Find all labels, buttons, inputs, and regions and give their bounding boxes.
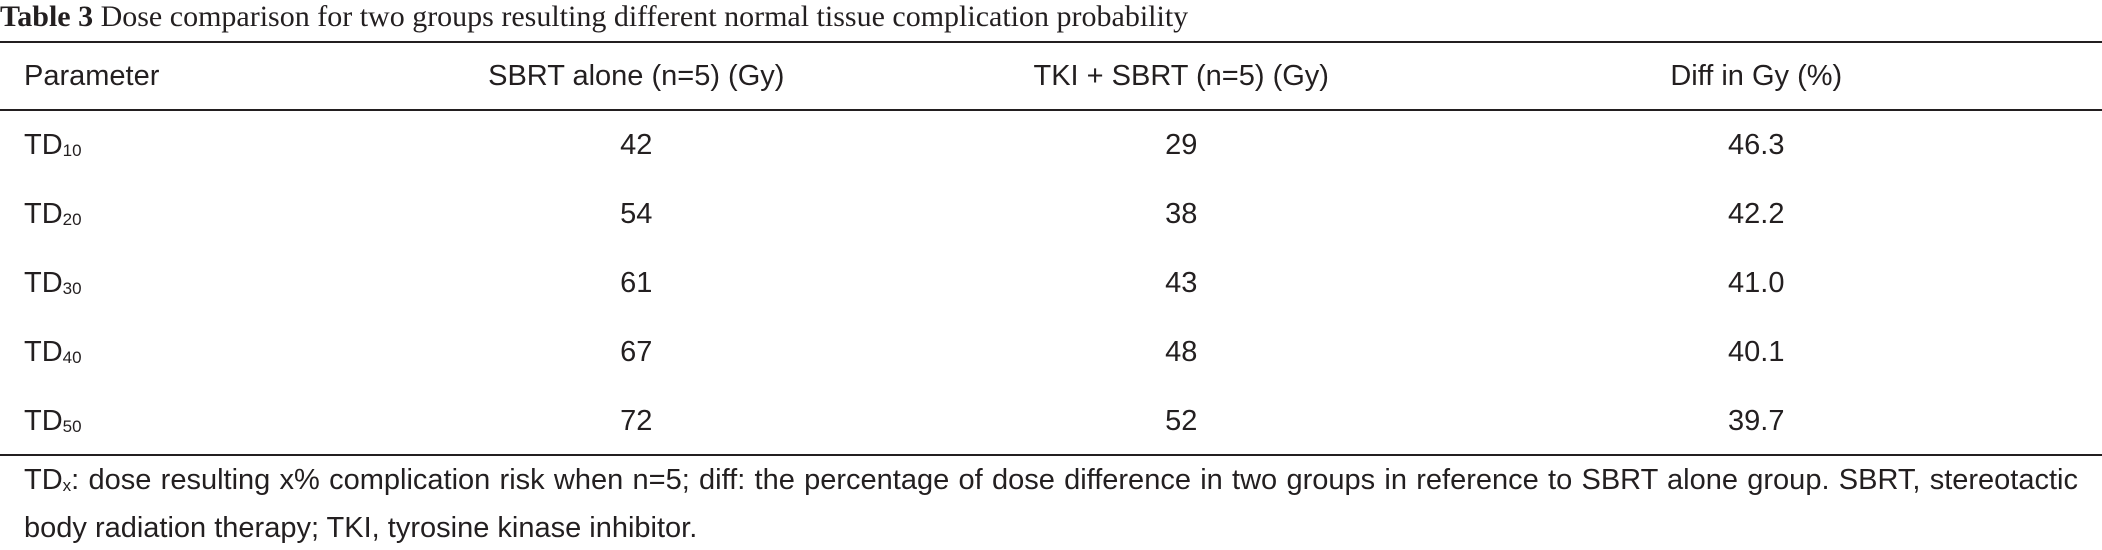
parameter-subscript: 20 bbox=[62, 210, 82, 229]
footnote-base: TD bbox=[24, 464, 63, 496]
table-row: TD40 67 48 40.1 bbox=[0, 318, 2102, 387]
cell-parameter: TD10 bbox=[0, 111, 321, 180]
column-header-tki-sbrt: TKI + SBRT (n=5) (Gy) bbox=[1033, 59, 1329, 92]
parameter-base: TD bbox=[24, 267, 63, 299]
table-bottom-rule bbox=[0, 454, 2102, 456]
cell-diff: 40.1 bbox=[1728, 336, 1785, 368]
table-top-rule bbox=[0, 41, 2102, 43]
table-footnote: TDx: dose resulting x% complication risk… bbox=[24, 458, 2078, 550]
cell-diff: 41.0 bbox=[1728, 267, 1785, 299]
cell-diff: 39.7 bbox=[1728, 405, 1785, 437]
column-header-sbrt-alone: SBRT alone (n=5) (Gy) bbox=[488, 59, 785, 92]
parameter-subscript: 30 bbox=[62, 279, 82, 298]
table-row: TD30 61 43 41.0 bbox=[0, 249, 2102, 318]
table-header-row: Parameter SBRT alone (n=5) (Gy) TKI + SB… bbox=[0, 43, 2102, 109]
cell-sbrt-alone: 67 bbox=[620, 336, 653, 368]
table-row: TD10 42 29 46.3 bbox=[0, 111, 2102, 180]
cell-tki-sbrt: 48 bbox=[1165, 336, 1198, 368]
cell-diff: 42.2 bbox=[1728, 198, 1785, 230]
column-header-parameter: Parameter bbox=[24, 59, 160, 92]
parameter-base: TD bbox=[24, 129, 63, 161]
cell-sbrt-alone: 54 bbox=[620, 198, 653, 230]
dose-comparison-table: Parameter SBRT alone (n=5) (Gy) TKI + SB… bbox=[0, 43, 2102, 456]
cell-tki-sbrt: 29 bbox=[1165, 129, 1198, 161]
column-header-diff: Diff in Gy (%) bbox=[1670, 59, 1843, 92]
cell-parameter: TD30 bbox=[0, 249, 321, 318]
parameter-base: TD bbox=[24, 198, 63, 230]
parameter-base: TD bbox=[24, 336, 63, 368]
parameter-subscript: 40 bbox=[62, 348, 82, 367]
footnote-subscript: x bbox=[62, 476, 72, 495]
cell-tki-sbrt: 52 bbox=[1165, 405, 1198, 437]
cell-diff: 46.3 bbox=[1728, 129, 1785, 161]
cell-tki-sbrt: 43 bbox=[1165, 267, 1198, 299]
cell-sbrt-alone: 72 bbox=[620, 405, 653, 437]
cell-parameter: TD50 bbox=[0, 387, 321, 456]
cell-sbrt-alone: 42 bbox=[620, 129, 653, 161]
table-caption-text: Dose comparison for two groups resulting… bbox=[100, 0, 1189, 33]
cell-parameter: TD40 bbox=[0, 318, 321, 387]
cell-tki-sbrt: 38 bbox=[1165, 198, 1198, 230]
cell-parameter: TD20 bbox=[0, 180, 321, 249]
table-caption-label: Table 3 bbox=[0, 0, 94, 33]
parameter-base: TD bbox=[24, 405, 63, 437]
parameter-subscript: 50 bbox=[62, 417, 82, 436]
parameter-subscript: 10 bbox=[62, 141, 82, 160]
table-row: TD50 72 52 39.7 bbox=[0, 387, 2102, 456]
table-header-rule bbox=[0, 109, 2102, 111]
table-row: TD20 54 38 42.2 bbox=[0, 180, 2102, 249]
table-caption: Table 3 Dose comparison for two groups r… bbox=[0, 0, 1188, 38]
footnote-text: : dose resulting x% complication risk wh… bbox=[24, 464, 2078, 544]
cell-sbrt-alone: 61 bbox=[620, 267, 653, 299]
